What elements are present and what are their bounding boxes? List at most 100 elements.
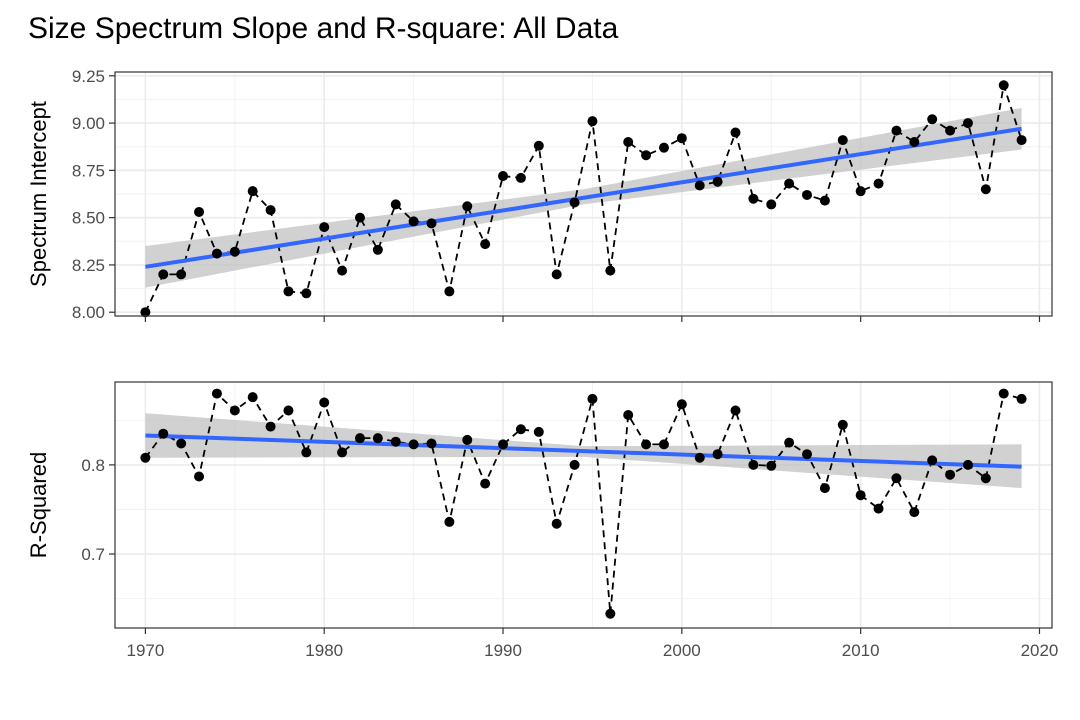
data-point bbox=[301, 288, 312, 299]
data-point bbox=[211, 388, 222, 399]
data-point bbox=[962, 118, 973, 129]
data-point bbox=[676, 399, 687, 410]
y-axis-title: R-Squared bbox=[26, 452, 51, 558]
data-point bbox=[694, 452, 705, 463]
data-point bbox=[444, 516, 455, 527]
data-point bbox=[676, 133, 687, 144]
data-point bbox=[855, 490, 866, 501]
chart-title: Size Spectrum Slope and R-square: All Da… bbox=[28, 12, 619, 45]
x-tick-label: 1970 bbox=[126, 641, 164, 660]
data-point bbox=[319, 222, 330, 233]
data-point bbox=[498, 439, 509, 450]
panel-border bbox=[114, 381, 1053, 629]
data-point bbox=[945, 125, 956, 136]
data-point bbox=[980, 473, 991, 484]
data-point bbox=[891, 125, 902, 136]
data-point bbox=[909, 136, 920, 147]
y-tick-label: 0.7 bbox=[81, 545, 105, 564]
y-tick-label: 8.50 bbox=[72, 209, 105, 228]
data-point bbox=[390, 199, 401, 210]
y-tick-label: 8.00 bbox=[72, 303, 105, 322]
data-point bbox=[873, 178, 884, 189]
data-point bbox=[587, 116, 598, 127]
data-point bbox=[837, 135, 848, 146]
data-point bbox=[1016, 135, 1027, 146]
data-point bbox=[694, 180, 705, 191]
data-point bbox=[498, 171, 509, 182]
data-point bbox=[247, 392, 258, 403]
data-point bbox=[766, 199, 777, 210]
trend-line bbox=[145, 433, 1022, 469]
data-point bbox=[819, 195, 830, 206]
data-point bbox=[211, 248, 222, 259]
data-point bbox=[855, 186, 866, 197]
x-tick-label: 1980 bbox=[305, 641, 343, 660]
data-point bbox=[265, 421, 276, 432]
data-point bbox=[623, 409, 634, 420]
data-point bbox=[658, 142, 669, 153]
data-point bbox=[176, 438, 187, 449]
x-tick-label: 2010 bbox=[842, 641, 880, 660]
data-point bbox=[444, 286, 455, 297]
data-point bbox=[194, 206, 205, 217]
y-axis-title: Spectrum Intercept bbox=[26, 101, 51, 287]
data-point bbox=[748, 459, 759, 470]
data-point bbox=[658, 439, 669, 450]
y-tick-label: 9.25 bbox=[72, 67, 105, 86]
data-point bbox=[784, 178, 795, 189]
data-point bbox=[587, 393, 598, 404]
data-point bbox=[194, 471, 205, 482]
data-point bbox=[551, 518, 562, 529]
data-point bbox=[730, 405, 741, 416]
data-point bbox=[283, 405, 294, 416]
data-point bbox=[283, 286, 294, 297]
data-point bbox=[319, 397, 330, 408]
data-point bbox=[998, 80, 1009, 91]
data-point bbox=[998, 388, 1009, 399]
data-point bbox=[569, 459, 580, 470]
data-point bbox=[265, 205, 276, 216]
data-point bbox=[247, 186, 258, 197]
data-point bbox=[480, 239, 491, 250]
data-point bbox=[140, 452, 151, 463]
y-tick-label: 9.00 bbox=[72, 114, 105, 133]
x-tick-label: 2000 bbox=[663, 641, 701, 660]
data-point bbox=[712, 176, 723, 187]
data-point bbox=[819, 483, 830, 494]
data-point bbox=[337, 265, 348, 276]
y-tick-label: 8.25 bbox=[72, 256, 105, 275]
data-point bbox=[354, 212, 365, 223]
data-point bbox=[605, 265, 616, 276]
data-point bbox=[551, 269, 562, 280]
data-point bbox=[176, 269, 187, 280]
chart-panels: 8.00 8.25 8.50 8.75 9.00 9.25 Spectrum Interce… bbox=[26, 67, 1058, 660]
data-point bbox=[569, 197, 580, 208]
data-point bbox=[802, 449, 813, 460]
data-point bbox=[927, 114, 938, 125]
data-point bbox=[909, 507, 920, 518]
data-point bbox=[229, 405, 240, 416]
data-point bbox=[372, 244, 383, 255]
data-point bbox=[158, 269, 169, 280]
data-point bbox=[480, 478, 491, 489]
data-point bbox=[712, 449, 723, 460]
data-point bbox=[158, 428, 169, 439]
data-point bbox=[802, 189, 813, 200]
data-point bbox=[784, 437, 795, 448]
panel-border bbox=[114, 71, 1053, 317]
y-tick-label: 0.8 bbox=[81, 456, 105, 475]
data-point bbox=[605, 608, 616, 619]
trend-line bbox=[145, 126, 1022, 269]
data-point bbox=[623, 136, 634, 147]
data-point bbox=[372, 433, 383, 444]
panel-2: 0.7 0.8 1970 1980 1990 2000 2010 2020 R-Squared bbox=[26, 381, 1058, 660]
panel-1: 8.00 8.25 8.50 8.75 9.00 9.25 Spectrum Interce… bbox=[26, 67, 1053, 322]
data-point bbox=[766, 460, 777, 471]
data-point bbox=[962, 459, 973, 470]
data-point bbox=[337, 447, 348, 458]
data-point bbox=[980, 184, 991, 195]
data-point bbox=[533, 140, 544, 151]
data-point bbox=[748, 193, 759, 204]
data-point bbox=[641, 150, 652, 161]
x-tick-label: 1990 bbox=[484, 641, 522, 660]
